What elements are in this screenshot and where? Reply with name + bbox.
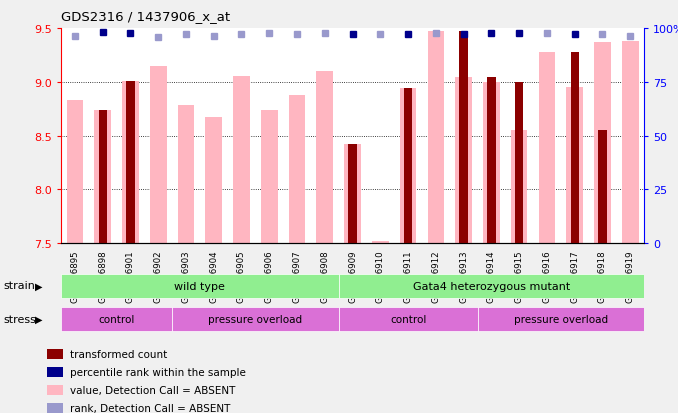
Bar xyxy=(61,274,339,298)
Text: wild type: wild type xyxy=(174,281,225,291)
Bar xyxy=(61,307,172,331)
Bar xyxy=(339,274,644,298)
Bar xyxy=(205,118,222,244)
Bar xyxy=(566,88,583,244)
Bar xyxy=(428,32,444,244)
Bar xyxy=(404,89,412,244)
Text: ▶: ▶ xyxy=(35,281,43,291)
Text: transformed count: transformed count xyxy=(70,349,167,359)
Bar xyxy=(594,43,611,244)
Text: Gata4 heterozygous mutant: Gata4 heterozygous mutant xyxy=(413,281,570,291)
Bar xyxy=(47,403,63,413)
Bar xyxy=(487,78,496,244)
Text: pressure overload: pressure overload xyxy=(514,314,608,324)
Text: ▶: ▶ xyxy=(35,314,43,324)
Bar xyxy=(570,52,579,244)
Bar xyxy=(47,385,63,395)
Bar xyxy=(483,83,500,244)
Bar xyxy=(598,131,607,244)
Bar xyxy=(348,145,357,244)
Bar xyxy=(317,72,333,244)
Bar xyxy=(178,106,195,244)
Bar xyxy=(538,52,555,244)
Bar xyxy=(172,307,339,331)
Text: rank, Detection Call = ABSENT: rank, Detection Call = ABSENT xyxy=(70,403,230,413)
Bar xyxy=(289,95,305,244)
Text: control: control xyxy=(98,314,135,324)
Bar xyxy=(460,32,468,244)
Text: value, Detection Call = ABSENT: value, Detection Call = ABSENT xyxy=(70,385,235,395)
Bar xyxy=(122,81,139,244)
Text: GDS2316 / 1437906_x_at: GDS2316 / 1437906_x_at xyxy=(61,10,230,23)
Bar xyxy=(94,111,111,244)
Bar xyxy=(261,111,277,244)
Bar xyxy=(66,101,83,244)
Bar xyxy=(344,145,361,244)
Bar xyxy=(339,307,477,331)
Bar xyxy=(456,78,472,244)
Bar xyxy=(47,349,63,359)
Bar xyxy=(47,367,63,377)
Bar xyxy=(98,111,107,244)
Text: percentile rank within the sample: percentile rank within the sample xyxy=(70,367,245,377)
Text: stress: stress xyxy=(3,314,36,324)
Bar xyxy=(400,89,416,244)
Bar xyxy=(150,66,167,244)
Bar xyxy=(511,131,527,244)
Bar xyxy=(126,81,135,244)
Bar xyxy=(372,242,388,244)
Bar xyxy=(622,42,639,244)
Text: pressure overload: pressure overload xyxy=(208,314,302,324)
Bar xyxy=(515,83,523,244)
Text: strain: strain xyxy=(3,281,35,291)
Bar xyxy=(477,307,644,331)
Text: control: control xyxy=(390,314,426,324)
Bar xyxy=(233,77,250,244)
